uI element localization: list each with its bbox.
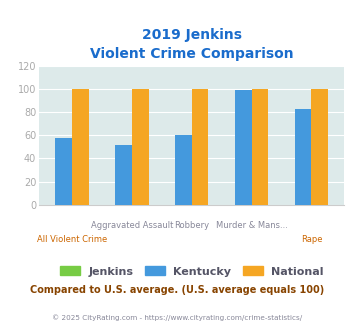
Text: Murder & Mans...: Murder & Mans... <box>215 221 288 230</box>
Bar <box>132 89 149 205</box>
Text: Compared to U.S. average. (U.S. average equals 100): Compared to U.S. average. (U.S. average … <box>31 285 324 295</box>
Bar <box>235 90 252 205</box>
Legend: Jenkins, Kentucky, National: Jenkins, Kentucky, National <box>56 263 327 280</box>
Text: Rape: Rape <box>301 235 322 244</box>
Bar <box>192 89 208 205</box>
Text: All Violent Crime: All Violent Crime <box>37 235 107 244</box>
Text: Robbery: Robbery <box>174 221 209 230</box>
Bar <box>55 138 72 205</box>
Bar <box>295 109 311 205</box>
Text: Aggravated Assault: Aggravated Assault <box>91 221 173 230</box>
Bar <box>311 89 328 205</box>
Bar <box>72 89 89 205</box>
Bar <box>252 89 268 205</box>
Bar <box>115 145 132 205</box>
Text: © 2025 CityRating.com - https://www.cityrating.com/crime-statistics/: © 2025 CityRating.com - https://www.city… <box>53 314 302 321</box>
Bar <box>175 135 192 205</box>
Title: 2019 Jenkins
Violent Crime Comparison: 2019 Jenkins Violent Crime Comparison <box>90 28 294 61</box>
